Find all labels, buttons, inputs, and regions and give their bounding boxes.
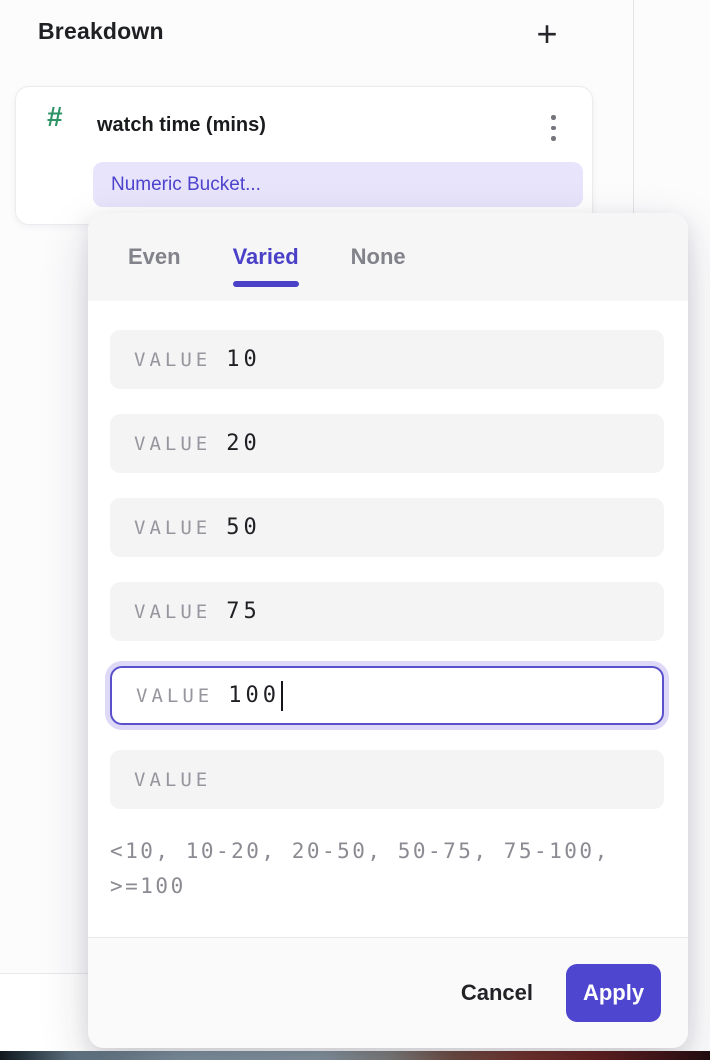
tab-even[interactable]: Even — [128, 244, 181, 269]
value-input-label: VALUE — [134, 600, 212, 623]
value-input-3[interactable]: VALUE 50 — [110, 498, 664, 557]
value-input-4[interactable]: VALUE 75 — [110, 582, 664, 641]
tab-varied[interactable]: Varied — [232, 244, 299, 287]
background-panel — [0, 973, 99, 1060]
panel-divider — [633, 0, 634, 215]
bucket-values: VALUE 10 VALUE 20 VALUE 50 VALUE 75 VALU… — [88, 301, 688, 904]
numeric-property-icon: # — [47, 101, 63, 132]
value-input-5-focused[interactable]: VALUE 100 — [110, 666, 664, 725]
value-input-2[interactable]: VALUE 20 — [110, 414, 664, 473]
text-cursor — [280, 680, 283, 711]
tab-none[interactable]: None — [350, 244, 406, 269]
cancel-button[interactable]: Cancel — [460, 980, 533, 1005]
popover-footer: Cancel Apply — [88, 937, 688, 1048]
value-input-label: VALUE — [136, 684, 214, 707]
value-input-value: 20 — [226, 431, 261, 456]
numeric-bucket-chip[interactable]: Numeric Bucket... — [93, 162, 583, 207]
value-input-6-empty[interactable]: VALUE — [110, 750, 664, 809]
apply-button[interactable]: Apply — [566, 964, 661, 1022]
value-input-label: VALUE — [134, 516, 212, 539]
value-input-label: VALUE — [134, 768, 212, 791]
value-input-value: 75 — [226, 599, 261, 624]
property-name: watch time (mins) — [97, 114, 266, 136]
value-input-label: VALUE — [134, 432, 212, 455]
numeric-bucket-popover: Even Varied None VALUE 10 VALUE 20 VALUE… — [88, 213, 688, 1048]
bucket-tabs: Even Varied None — [88, 213, 688, 301]
value-input-value: 10 — [226, 347, 261, 372]
value-input-1[interactable]: VALUE 10 — [110, 330, 664, 389]
kebab-menu-icon[interactable] — [551, 115, 557, 141]
value-input-label: VALUE — [134, 348, 212, 371]
value-input-value: 100 — [228, 683, 280, 708]
value-input-value: 50 — [226, 515, 261, 540]
add-breakdown-icon[interactable]: + — [536, 13, 558, 54]
bottom-image-edge — [0, 1051, 710, 1060]
numeric-bucket-chip-label: Numeric Bucket... — [111, 173, 261, 195]
breakdown-property-card: # watch time (mins) Numeric Bucket... — [15, 86, 593, 225]
bucket-ranges-preview: <10, 10-20, 20-50, 50-75, 75-100, >=100 — [110, 839, 610, 898]
breakdown-section-title: Breakdown — [38, 18, 164, 44]
